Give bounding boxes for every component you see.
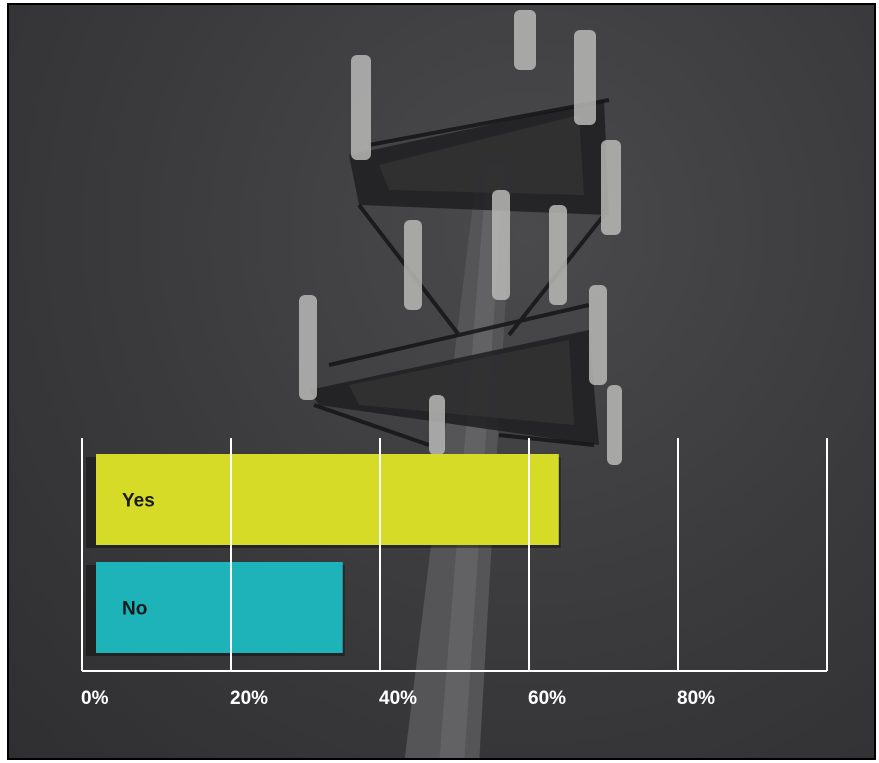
x-tick-label: 0% xyxy=(81,688,109,709)
x-tick-label: 20% xyxy=(230,688,268,709)
x-tick-label: 80% xyxy=(677,688,715,709)
chart-frame: Yes No 0% 20% 40% 60% 80% xyxy=(7,3,876,760)
bar-label-no: No xyxy=(122,599,147,620)
bar-yes xyxy=(96,454,559,545)
bar-labels: Yes No xyxy=(122,491,155,620)
x-tick-label: 60% xyxy=(528,688,566,709)
x-tick-label: 40% xyxy=(379,688,417,709)
gridlines xyxy=(81,438,828,672)
cell-tower-background xyxy=(299,10,622,758)
bar-no xyxy=(96,562,343,653)
bars-layer xyxy=(86,454,561,656)
bar-label-yes: Yes xyxy=(122,491,155,512)
bar-chart: Yes No 0% 20% 40% 60% 80% xyxy=(81,438,828,709)
x-axis-tick-labels: 0% 20% 40% 60% 80% xyxy=(81,688,715,709)
